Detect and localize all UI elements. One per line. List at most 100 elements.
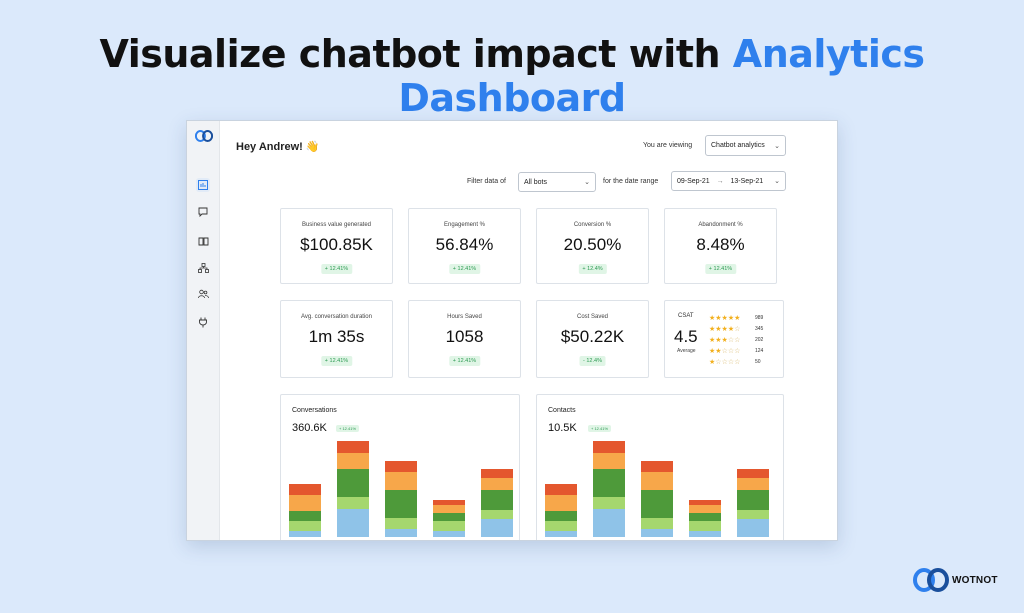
- csat-row: ★☆☆☆☆ 50: [709, 356, 763, 367]
- brand: WOTNOT: [913, 566, 998, 594]
- bar-segment-5-red-orange[interactable]: [737, 469, 769, 478]
- bar-segment-2-light-green[interactable]: [337, 497, 369, 509]
- bar-segment-1-light-green[interactable]: [545, 521, 577, 531]
- bar-segment-4-light-blue[interactable]: [689, 531, 721, 537]
- bar-segment-5-red-orange[interactable]: [481, 469, 513, 478]
- bar-segment-4-red-orange[interactable]: [689, 500, 721, 505]
- bar-segment-5-light-blue[interactable]: [737, 519, 769, 537]
- date-range-picker[interactable]: 09-Sep-21 → 13-Sep-21 ⌄: [671, 171, 786, 191]
- bar-segment-2-light-green[interactable]: [593, 497, 625, 509]
- bar-segment-5-light-green[interactable]: [737, 510, 769, 519]
- bar-segment-4-light-blue[interactable]: [433, 531, 465, 537]
- bar-segment-3-light-blue[interactable]: [641, 529, 673, 537]
- bar-segment-2-light-blue[interactable]: [593, 509, 625, 537]
- metric-card-avg-duration[interactable]: Avg. conversation duration 1m 35s + 12.4…: [280, 300, 393, 378]
- bar-segment-1-orange[interactable]: [545, 495, 577, 511]
- sidebar-item-integrations[interactable]: [196, 315, 210, 329]
- bar-segment-2-green[interactable]: [337, 469, 369, 497]
- bar-segment-3-green[interactable]: [385, 490, 417, 518]
- arrow-right-icon: →: [716, 177, 724, 185]
- metric-card-abandonment[interactable]: Abandonment % 8.48% + 12.41%: [664, 208, 777, 284]
- wotnot-logo-icon: [913, 568, 949, 592]
- csat-average-label: Average: [677, 348, 696, 354]
- metric-label: Abandonment %: [698, 222, 743, 228]
- bar-segment-4-green[interactable]: [689, 513, 721, 521]
- dashboard-view-select[interactable]: Chatbot analytics ⌄: [705, 135, 786, 156]
- wotnot-logo-icon[interactable]: [195, 129, 213, 143]
- bar-segment-1-red-orange[interactable]: [545, 484, 577, 495]
- sidebar-item-analytics[interactable]: [196, 178, 210, 192]
- bar-segment-4-light-green[interactable]: [689, 521, 721, 531]
- headline-highlight: Analytics Dashboard: [398, 32, 925, 120]
- bar-segment-1-green[interactable]: [545, 511, 577, 521]
- bar-segment-5-green[interactable]: [737, 490, 769, 510]
- bar-segment-3-light-green[interactable]: [385, 518, 417, 529]
- bar-segment-2-red-orange[interactable]: [337, 441, 369, 453]
- change-badge: + 12.41%: [448, 356, 481, 366]
- change-badge: - 12.4%: [579, 356, 606, 366]
- sidebar-item-knowledge[interactable]: [196, 234, 210, 248]
- viewing-label: You are viewing: [643, 142, 693, 149]
- bar-segment-3-orange[interactable]: [641, 472, 673, 490]
- sidebar-item-chats[interactable]: [196, 205, 210, 219]
- date-end: 13-Sep-21: [730, 177, 764, 185]
- change-badge: + 12.4%: [578, 264, 607, 274]
- bar-segment-2-orange[interactable]: [593, 453, 625, 469]
- csat-row: ★★★★★ 989: [709, 312, 763, 323]
- sidebar-item-contacts[interactable]: [196, 287, 210, 301]
- bar-segment-4-orange[interactable]: [689, 505, 721, 513]
- bar-segment-5-light-green[interactable]: [481, 510, 513, 519]
- bar-segment-3-red-orange[interactable]: [641, 461, 673, 472]
- metric-value: $100.85K: [300, 235, 373, 254]
- metric-value: 56.84%: [435, 235, 494, 254]
- metric-value: 1058: [445, 327, 484, 346]
- sidebar-item-flows[interactable]: [196, 261, 210, 275]
- metric-card-cost-saved[interactable]: Cost Saved $50.22K - 12.4%: [536, 300, 649, 378]
- bar-segment-3-green[interactable]: [641, 490, 673, 518]
- bar-segment-4-orange[interactable]: [433, 505, 465, 513]
- metric-card-engagement[interactable]: Engagement % 56.84% + 12.41%: [408, 208, 521, 284]
- bar-segment-4-green[interactable]: [433, 513, 465, 521]
- change-badge: + 12.41%: [320, 264, 353, 274]
- bar-segment-1-orange[interactable]: [289, 495, 321, 511]
- bar-segment-3-light-blue[interactable]: [385, 529, 417, 537]
- bar-segment-4-light-green[interactable]: [433, 521, 465, 531]
- sidebar: [187, 121, 220, 540]
- bar-segment-2-red-orange[interactable]: [593, 441, 625, 453]
- bar-segment-5-green[interactable]: [481, 490, 513, 510]
- headline: Visualize chatbot impact with Analytics …: [0, 32, 1024, 120]
- bar-segment-1-green[interactable]: [289, 511, 321, 521]
- conversations-chart-card: Conversations 360.6K + 12.41%: [280, 394, 520, 540]
- bar-segment-2-green[interactable]: [593, 469, 625, 497]
- metric-card-conversion[interactable]: Conversion % 20.50% + 12.4%: [536, 208, 649, 284]
- metric-value: 20.50%: [563, 235, 622, 254]
- bar-segment-4-red-orange[interactable]: [433, 500, 465, 505]
- metric-value: 8.48%: [696, 235, 745, 254]
- bar-segment-3-orange[interactable]: [385, 472, 417, 490]
- bar-segment-1-light-blue[interactable]: [545, 531, 577, 537]
- metric-card-hours-saved[interactable]: Hours Saved 1058 + 12.41%: [408, 300, 521, 378]
- metric-card-csat[interactable]: CSAT 4.5 Average ★★★★★ 989 ★★★★☆ 345 ★★★☆☆ 20…: [664, 300, 784, 378]
- bar-segment-1-red-orange[interactable]: [289, 484, 321, 495]
- bar-segment-3-light-green[interactable]: [641, 518, 673, 529]
- chevron-down-icon: ⌄: [774, 178, 780, 185]
- metric-card-business-value[interactable]: Business value generated $100.85K + 12.4…: [280, 208, 393, 284]
- bar-segment-1-light-blue[interactable]: [289, 531, 321, 537]
- csat-rating-breakdown: ★★★★★ 989 ★★★★☆ 345 ★★★☆☆ 202 ★★☆☆☆ 124 ★☆☆☆☆ 50: [709, 312, 763, 367]
- dashboard-window: Hey Andrew! 👋 You are viewing Chatbot an…: [186, 120, 838, 541]
- bar-segment-5-light-blue[interactable]: [481, 519, 513, 537]
- bar-segment-3-red-orange[interactable]: [385, 461, 417, 472]
- bot-filter-select[interactable]: All bots ⌄: [518, 172, 596, 192]
- brand-name: WOTNOT: [952, 574, 998, 586]
- star-rating-icon: ★★★★☆: [709, 325, 741, 333]
- bar-segment-5-orange[interactable]: [481, 478, 513, 490]
- bar-segment-1-light-green[interactable]: [289, 521, 321, 531]
- bar-segment-2-orange[interactable]: [337, 453, 369, 469]
- bar-segment-2-light-blue[interactable]: [337, 509, 369, 537]
- change-badge: + 12.41%: [336, 425, 360, 432]
- chevron-down-icon: ⌄: [774, 142, 780, 150]
- change-badge: + 12.41%: [704, 264, 737, 274]
- bar-segment-5-orange[interactable]: [737, 478, 769, 490]
- metric-label: Engagement %: [443, 222, 486, 228]
- change-badge: + 12.41%: [320, 356, 353, 366]
